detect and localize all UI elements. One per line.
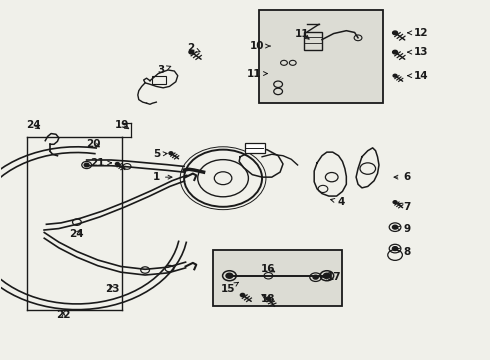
Text: 6: 6 <box>394 172 411 182</box>
Text: 12: 12 <box>408 28 429 38</box>
Bar <box>259 10 383 103</box>
Circle shape <box>241 293 245 297</box>
Text: 10: 10 <box>250 41 270 51</box>
Circle shape <box>393 201 397 203</box>
Circle shape <box>226 273 233 278</box>
Circle shape <box>392 225 398 229</box>
Circle shape <box>169 152 173 155</box>
Text: 17: 17 <box>323 272 341 282</box>
Bar <box>213 250 343 306</box>
Text: 24: 24 <box>26 120 40 130</box>
Text: 21: 21 <box>91 158 111 168</box>
Text: 2: 2 <box>187 43 200 53</box>
Text: 3: 3 <box>158 65 171 75</box>
Text: 14: 14 <box>408 71 429 81</box>
Bar <box>152 76 166 84</box>
Text: 19: 19 <box>115 120 129 130</box>
Circle shape <box>392 247 398 251</box>
Text: 4: 4 <box>331 197 345 207</box>
Circle shape <box>84 163 89 167</box>
Bar <box>245 143 265 153</box>
Circle shape <box>266 297 270 300</box>
Circle shape <box>313 275 318 279</box>
Text: 13: 13 <box>408 47 429 57</box>
Text: 11: 11 <box>295 29 310 39</box>
Text: 23: 23 <box>105 284 120 294</box>
Bar <box>304 32 322 50</box>
Text: 1: 1 <box>153 172 172 182</box>
Circle shape <box>392 50 397 54</box>
Circle shape <box>189 50 194 54</box>
Text: 20: 20 <box>86 139 100 149</box>
Text: 11: 11 <box>246 68 268 78</box>
Text: 22: 22 <box>56 310 71 320</box>
Circle shape <box>393 74 397 77</box>
Circle shape <box>392 31 397 35</box>
Text: 7: 7 <box>398 202 411 212</box>
Text: 24: 24 <box>70 229 84 239</box>
Circle shape <box>323 273 330 278</box>
Text: 15: 15 <box>220 282 238 294</box>
Text: 9: 9 <box>396 224 410 234</box>
Text: 8: 8 <box>396 247 411 257</box>
Text: 5: 5 <box>153 149 167 159</box>
Text: 16: 16 <box>261 264 276 274</box>
Circle shape <box>116 162 119 165</box>
Text: 18: 18 <box>261 294 276 303</box>
